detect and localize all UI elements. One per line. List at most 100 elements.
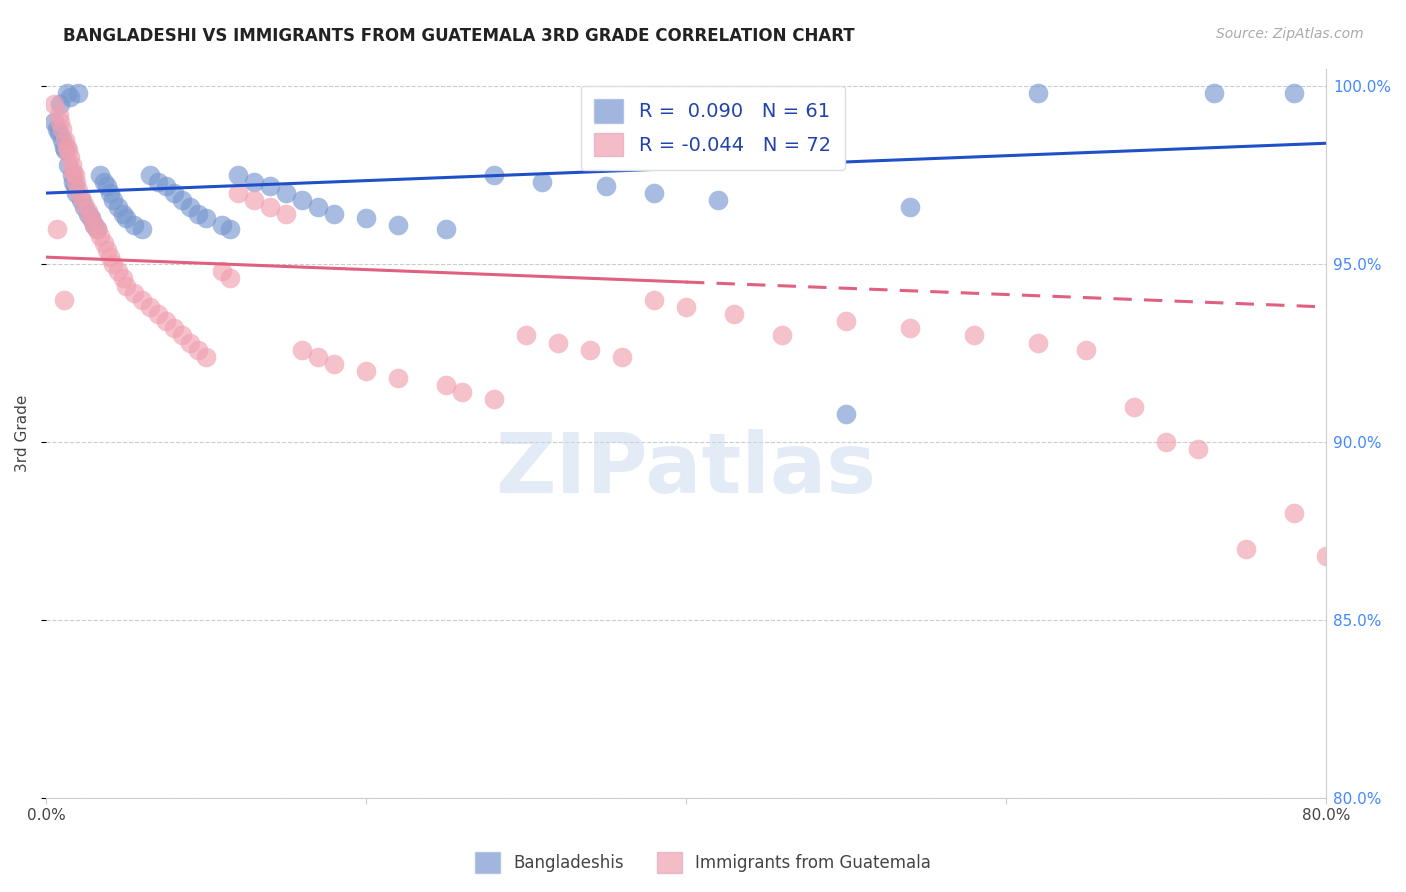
Point bbox=[579, 343, 602, 357]
Point bbox=[434, 378, 457, 392]
Point bbox=[48, 126, 70, 140]
Point bbox=[1315, 549, 1337, 563]
Point bbox=[434, 221, 457, 235]
Point bbox=[46, 122, 69, 136]
Point bbox=[515, 328, 537, 343]
Point bbox=[96, 243, 118, 257]
Point bbox=[770, 328, 793, 343]
Point bbox=[482, 392, 505, 407]
Point bbox=[80, 211, 103, 225]
Text: BANGLADESHI VS IMMIGRANTS FROM GUATEMALA 3RD GRADE CORRELATION CHART: BANGLADESHI VS IMMIGRANTS FROM GUATEMALA… bbox=[63, 27, 855, 45]
Point bbox=[163, 321, 186, 335]
Point bbox=[66, 182, 89, 196]
Point bbox=[139, 300, 162, 314]
Point bbox=[323, 207, 346, 221]
Point bbox=[131, 293, 153, 307]
Point bbox=[139, 169, 162, 183]
Point bbox=[111, 207, 134, 221]
Point bbox=[52, 140, 75, 154]
Point bbox=[898, 321, 921, 335]
Point bbox=[83, 218, 105, 232]
Point bbox=[55, 87, 77, 101]
Point bbox=[80, 211, 103, 225]
Point bbox=[63, 178, 86, 193]
Point bbox=[211, 218, 233, 232]
Point bbox=[93, 175, 115, 189]
Point bbox=[354, 211, 377, 225]
Point bbox=[131, 221, 153, 235]
Point bbox=[58, 158, 80, 172]
Point bbox=[323, 357, 346, 371]
Point bbox=[86, 221, 108, 235]
Point bbox=[259, 178, 281, 193]
Point bbox=[835, 314, 858, 328]
Point bbox=[179, 335, 201, 350]
Point bbox=[195, 211, 218, 225]
Point bbox=[115, 211, 138, 225]
Point bbox=[530, 175, 553, 189]
Point bbox=[451, 385, 474, 400]
Point bbox=[46, 221, 69, 235]
Point bbox=[59, 151, 82, 165]
Point bbox=[307, 200, 329, 214]
Point bbox=[675, 300, 697, 314]
Point bbox=[53, 133, 76, 147]
Point bbox=[111, 271, 134, 285]
Point bbox=[259, 200, 281, 214]
Text: ZIPatlas: ZIPatlas bbox=[495, 429, 876, 510]
Point bbox=[187, 343, 209, 357]
Point bbox=[55, 140, 77, 154]
Point bbox=[42, 115, 65, 129]
Point bbox=[547, 335, 569, 350]
Legend: Bangladeshis, Immigrants from Guatemala: Bangladeshis, Immigrants from Guatemala bbox=[468, 846, 938, 880]
Point bbox=[93, 235, 115, 250]
Point bbox=[387, 371, 409, 385]
Point bbox=[187, 207, 209, 221]
Point bbox=[89, 228, 111, 243]
Point bbox=[66, 87, 89, 101]
Point bbox=[70, 189, 93, 203]
Point bbox=[643, 293, 665, 307]
Point bbox=[62, 175, 84, 189]
Point bbox=[274, 207, 297, 221]
Point bbox=[49, 97, 72, 112]
Point bbox=[52, 293, 75, 307]
Point bbox=[70, 193, 93, 207]
Point bbox=[96, 178, 118, 193]
Point bbox=[101, 193, 124, 207]
Point bbox=[211, 264, 233, 278]
Point bbox=[76, 203, 98, 218]
Point bbox=[723, 307, 745, 321]
Legend: R =  0.090   N = 61, R = -0.044   N = 72: R = 0.090 N = 61, R = -0.044 N = 72 bbox=[581, 86, 845, 170]
Point bbox=[155, 178, 177, 193]
Point bbox=[226, 169, 249, 183]
Point bbox=[1282, 87, 1305, 101]
Point bbox=[219, 271, 242, 285]
Point bbox=[610, 350, 633, 364]
Point bbox=[387, 218, 409, 232]
Point bbox=[60, 169, 83, 183]
Point bbox=[122, 218, 145, 232]
Point bbox=[1202, 87, 1225, 101]
Point bbox=[98, 250, 121, 264]
Point bbox=[243, 193, 266, 207]
Point bbox=[226, 186, 249, 200]
Point bbox=[73, 200, 96, 214]
Point bbox=[170, 328, 193, 343]
Point bbox=[115, 278, 138, 293]
Point bbox=[146, 307, 169, 321]
Point bbox=[63, 169, 86, 183]
Point bbox=[59, 90, 82, 104]
Point bbox=[48, 108, 70, 122]
Text: Source: ZipAtlas.com: Source: ZipAtlas.com bbox=[1216, 27, 1364, 41]
Point bbox=[595, 178, 617, 193]
Point bbox=[51, 133, 73, 147]
Point bbox=[1234, 541, 1257, 556]
Point bbox=[963, 328, 986, 343]
Point bbox=[89, 169, 111, 183]
Point bbox=[155, 314, 177, 328]
Point bbox=[107, 264, 129, 278]
Point bbox=[146, 175, 169, 189]
Point bbox=[107, 200, 129, 214]
Point bbox=[98, 186, 121, 200]
